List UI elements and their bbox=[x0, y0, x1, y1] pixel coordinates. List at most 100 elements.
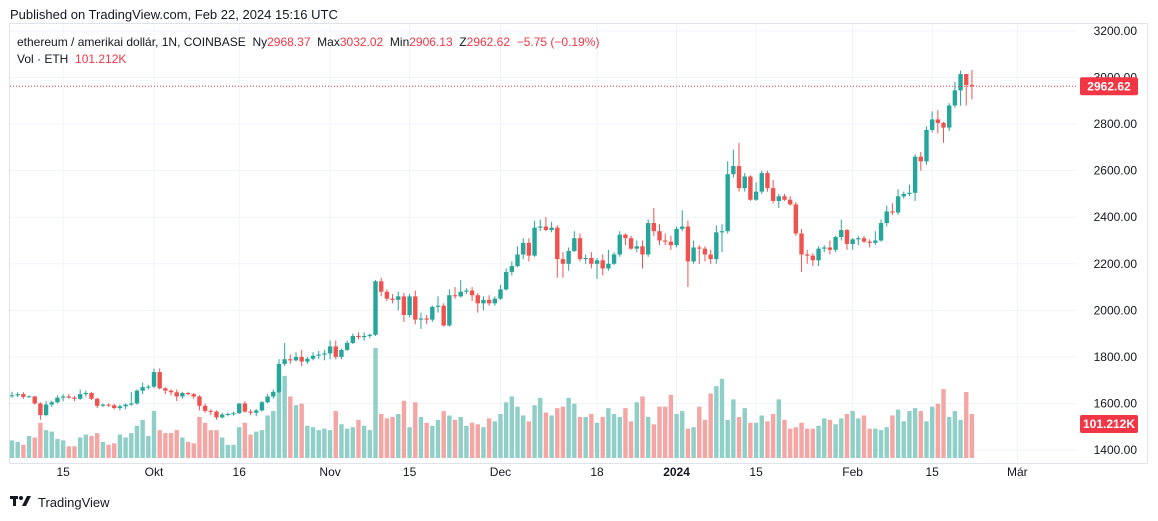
volume-bar bbox=[66, 446, 71, 458]
candle-body bbox=[867, 241, 872, 243]
volume-bar bbox=[77, 437, 83, 458]
low-label: Min bbox=[389, 35, 410, 49]
candle-body bbox=[583, 257, 588, 260]
volume-bar bbox=[299, 403, 304, 458]
x-tick-label: 18 bbox=[590, 465, 604, 479]
candle-body bbox=[288, 359, 293, 361]
candle-body bbox=[663, 240, 668, 242]
volume-bar bbox=[628, 421, 634, 458]
candle-body bbox=[759, 172, 764, 192]
volume-bar bbox=[657, 406, 662, 458]
candle-body bbox=[208, 410, 213, 412]
volume-bar bbox=[458, 416, 463, 458]
volume-bar bbox=[356, 419, 361, 458]
volume-bar bbox=[112, 443, 117, 458]
volume-bar bbox=[861, 415, 867, 458]
candle-body bbox=[322, 353, 327, 355]
candle-body bbox=[515, 254, 520, 267]
high-value: 3032.02 bbox=[339, 35, 384, 49]
candle-body bbox=[259, 402, 265, 411]
volume-bar bbox=[276, 384, 282, 458]
candle-body bbox=[413, 296, 418, 320]
volume-bar bbox=[538, 397, 543, 458]
brand-name[interactable]: TradingView bbox=[38, 494, 110, 510]
volume-bar bbox=[770, 414, 776, 458]
chart-frame[interactable] bbox=[9, 23, 1148, 464]
volume-badge-label: 101.212K bbox=[1083, 417, 1135, 431]
candle-body bbox=[714, 232, 719, 260]
volume-bar bbox=[890, 415, 895, 458]
volume-bar bbox=[367, 430, 373, 458]
candle-body bbox=[969, 84, 975, 87]
candle-body bbox=[276, 363, 282, 392]
candle-body bbox=[589, 257, 594, 264]
candle-body bbox=[668, 241, 674, 246]
volume-bar bbox=[958, 419, 963, 458]
volume-bar bbox=[424, 422, 429, 458]
candle-body bbox=[572, 238, 577, 251]
volume-bar bbox=[134, 425, 140, 458]
volume-bar bbox=[49, 431, 54, 458]
volume-bar bbox=[555, 408, 560, 458]
volume-bar bbox=[271, 411, 276, 458]
candle-body bbox=[38, 403, 43, 416]
volume-bar bbox=[83, 434, 89, 458]
volume-bar bbox=[731, 399, 736, 458]
candle-body bbox=[566, 250, 571, 264]
legend-row-price: ethereum / amerikai dollár, 1N, COINBASE… bbox=[17, 34, 599, 51]
candle-body bbox=[237, 403, 242, 414]
candle-body bbox=[327, 346, 333, 354]
candle-body bbox=[765, 172, 770, 189]
open-value: 2968.37 bbox=[267, 35, 311, 49]
candle-body bbox=[805, 254, 810, 256]
volume-bar bbox=[55, 438, 60, 458]
tradingview-logo-icon[interactable] bbox=[10, 494, 32, 510]
candle-body bbox=[60, 396, 66, 398]
candle-body bbox=[964, 74, 969, 86]
candle-body bbox=[100, 404, 106, 406]
volume-bar bbox=[191, 443, 196, 458]
candle-body bbox=[680, 226, 685, 229]
candle-body bbox=[600, 260, 605, 269]
x-tick-label: Dec bbox=[490, 465, 511, 479]
volume-bar bbox=[316, 430, 321, 458]
volume-bar bbox=[833, 424, 838, 458]
candle-body bbox=[305, 358, 310, 362]
volume-bar bbox=[322, 428, 327, 458]
footer: TradingView bbox=[10, 494, 110, 510]
candle-body bbox=[265, 396, 270, 403]
volume-bar bbox=[32, 437, 37, 458]
volume-bar bbox=[401, 400, 407, 458]
volume-bar bbox=[248, 434, 253, 458]
candle-body bbox=[384, 291, 390, 299]
candle-body bbox=[430, 306, 435, 320]
candle-body bbox=[912, 156, 918, 193]
volume-bar bbox=[611, 414, 617, 458]
candle-body bbox=[702, 248, 708, 255]
volume-bar bbox=[884, 427, 889, 458]
volume-bar bbox=[38, 422, 43, 458]
candles bbox=[9, 70, 975, 420]
volume-bar bbox=[929, 406, 935, 458]
volume-bar bbox=[60, 440, 66, 458]
candle-body bbox=[861, 238, 867, 242]
volume-bar bbox=[390, 416, 395, 458]
candle-body bbox=[117, 406, 123, 409]
last-price-badge-label: 2962.62 bbox=[1087, 79, 1131, 93]
symbol-title[interactable]: ethereum / amerikai dollár, 1N, COINBASE bbox=[17, 35, 246, 49]
volume-bar bbox=[572, 403, 577, 458]
volume-bar bbox=[600, 416, 605, 458]
candle-body bbox=[776, 196, 781, 201]
volume-bar bbox=[288, 396, 293, 458]
candle-body bbox=[373, 281, 378, 335]
x-tick-label: 15 bbox=[749, 465, 763, 479]
volume-label[interactable]: Vol · ETH bbox=[17, 52, 69, 66]
candle-body bbox=[782, 196, 787, 200]
volume-bar bbox=[464, 425, 469, 458]
volume-bar bbox=[214, 430, 219, 458]
candle-body bbox=[299, 356, 304, 362]
low-value: 2906.13 bbox=[409, 35, 453, 49]
candle-body bbox=[367, 334, 373, 336]
candle-body bbox=[180, 392, 185, 397]
